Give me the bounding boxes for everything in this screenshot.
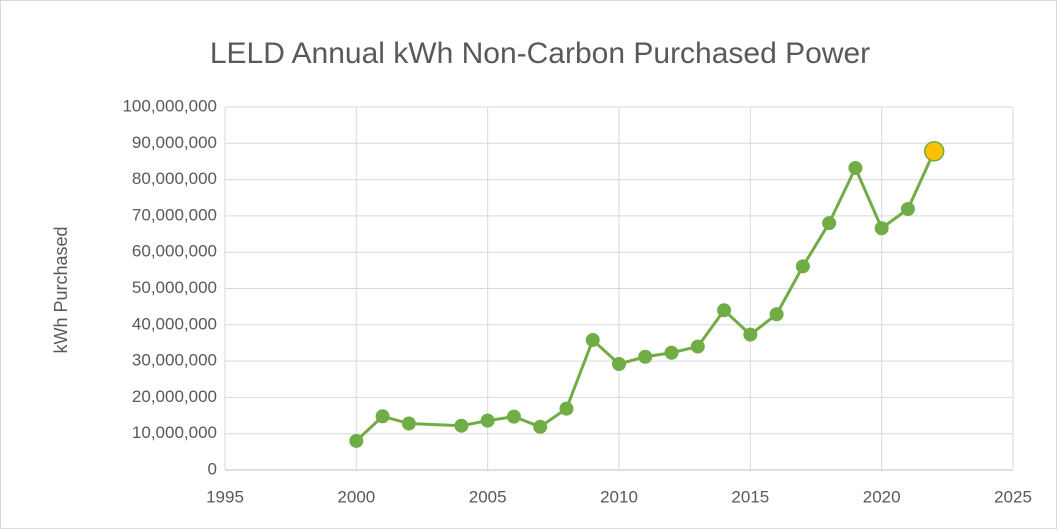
x-tick-label: 2020 (863, 487, 901, 506)
data-point (923, 141, 945, 162)
data-point (769, 307, 784, 322)
x-tick-label: 2005 (469, 487, 507, 506)
chart-title: LELD Annual kWh Non-Carbon Purchased Pow… (210, 37, 870, 70)
data-point (533, 419, 548, 434)
y-tick-label: 20,000,000 (132, 387, 217, 406)
data-point (401, 416, 416, 431)
data-point (717, 303, 732, 318)
data-point (848, 160, 863, 175)
data-line (355, 150, 936, 443)
x-tick-label: 2000 (337, 487, 375, 506)
y-tick-label: 100,000,000 (122, 96, 217, 115)
y-tick-label: 30,000,000 (132, 351, 217, 370)
data-point (690, 339, 705, 354)
y-tick-label: 90,000,000 (132, 133, 217, 152)
data-point (559, 401, 574, 416)
y-axis-title: kWh Purchased (51, 226, 71, 353)
x-tick-label: 2025 (994, 487, 1032, 506)
x-tick-label: 2015 (731, 487, 769, 506)
x-tick-label: 2010 (600, 487, 638, 506)
y-tick-label: 60,000,000 (132, 242, 217, 261)
data-point (900, 202, 915, 217)
data-point (480, 413, 495, 428)
y-tick-label: 80,000,000 (132, 169, 217, 188)
y-tick-label: 50,000,000 (132, 278, 217, 297)
data-point (506, 409, 521, 424)
data-point (612, 357, 626, 372)
y-tick-label: 0 (208, 459, 217, 478)
data-point (454, 418, 469, 433)
y-tick-label: 70,000,000 (132, 205, 217, 224)
data-point (874, 221, 889, 236)
data-point (349, 433, 364, 448)
data-point (638, 349, 653, 364)
data-point (743, 327, 758, 342)
data-point (375, 409, 390, 424)
data-point (664, 345, 679, 360)
y-tick-label: 40,000,000 (132, 314, 217, 333)
data-point (822, 216, 837, 231)
x-tick-label: 1995 (206, 487, 244, 506)
data-point (585, 333, 600, 348)
y-tick-label: 10,000,000 (132, 423, 217, 442)
data-point (795, 259, 810, 274)
